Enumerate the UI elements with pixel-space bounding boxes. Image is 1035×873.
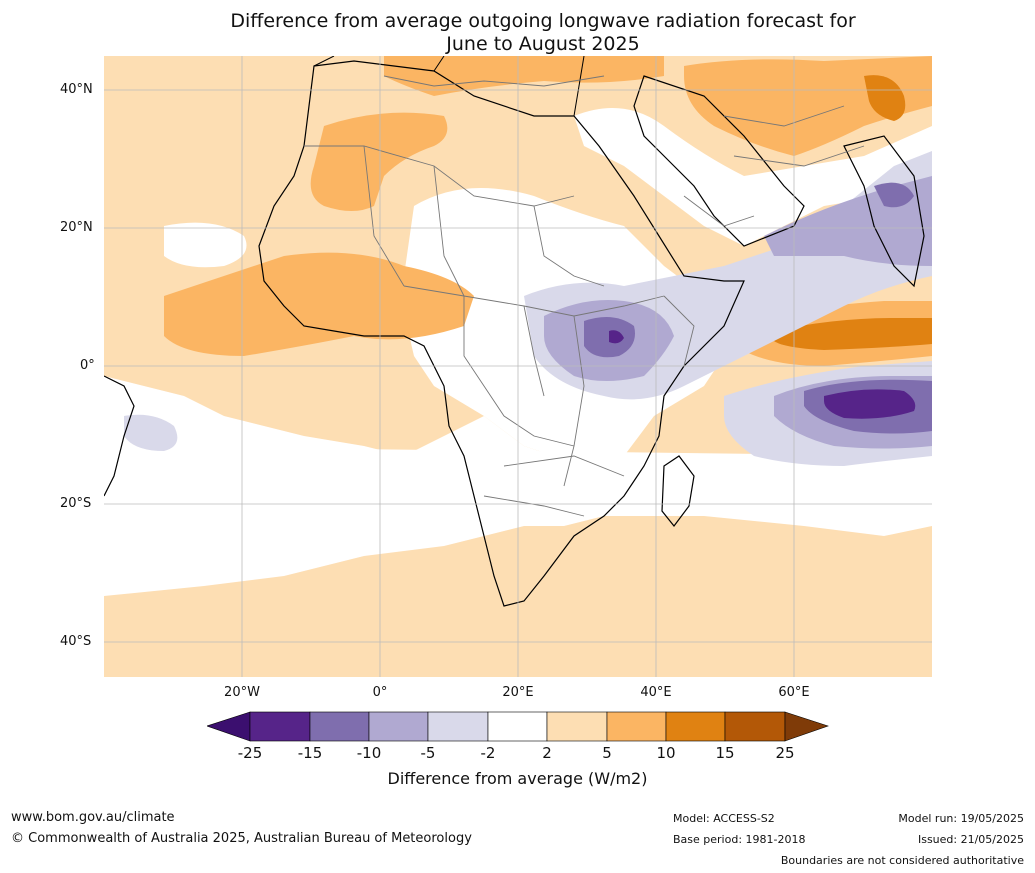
country-boundaries xyxy=(304,75,865,517)
colorbar-tick: 5 xyxy=(602,744,612,762)
shade-10-to-15-indian-ocean xyxy=(774,318,932,350)
colorbar-tick: -25 xyxy=(237,744,263,762)
colorbar-tick: 2 xyxy=(542,744,552,762)
shade-10-to-15-caspian xyxy=(864,75,906,121)
south-america-coastline xyxy=(104,375,135,497)
colorbar-tick: 10 xyxy=(656,744,676,762)
colorbar-tick: 25 xyxy=(775,744,795,762)
disclaimer-text: Boundaries are not considered authoritat… xyxy=(780,854,1024,867)
colorbar-arrow-high xyxy=(784,711,829,742)
colorbar-segment xyxy=(309,711,370,742)
neutral-west-atlantic-patch xyxy=(164,222,247,268)
colorbar-segment xyxy=(368,711,429,742)
lon-label-40e: 40°E xyxy=(640,685,672,700)
colorbar-segment xyxy=(249,711,311,742)
africa-coastline xyxy=(258,60,745,607)
colorbar-tick: -15 xyxy=(297,744,323,762)
model-run-text: Model run: 19/05/2025 xyxy=(898,812,1024,825)
olr-anomaly-map xyxy=(104,56,932,677)
lat-label-40s: 40°S xyxy=(60,634,92,649)
model-text: Model: ACCESS-S2 xyxy=(673,812,775,825)
colorbar-label: Difference from average (W/m2) xyxy=(387,769,648,788)
lon-label-60e: 60°E xyxy=(778,685,810,700)
colorbar-segment xyxy=(546,711,608,742)
colorbar-segment xyxy=(606,711,667,742)
india-coastline xyxy=(843,135,925,288)
lat-label-20n: 20°N xyxy=(60,220,93,235)
lon-label-20e: 20°E xyxy=(502,685,534,700)
title-line-1: Difference from average outgoing longwav… xyxy=(230,10,856,32)
lon-label-20w: 20°W xyxy=(224,685,260,700)
colorbar-segment xyxy=(487,711,548,742)
colorbar-segment xyxy=(665,711,726,742)
colorbar-segment xyxy=(724,711,786,742)
shade-minus15-to-minus10-india xyxy=(874,182,914,208)
graticule xyxy=(104,56,932,677)
title-line-2: June to August 2025 xyxy=(446,33,640,55)
arabia-coastline xyxy=(633,75,805,247)
colorbar-tick: -10 xyxy=(356,744,382,762)
lon-label-0: 0° xyxy=(372,685,388,700)
shade-minus25-to-minus15-southern-indian xyxy=(824,389,916,419)
map-title: Difference from average outgoing longwav… xyxy=(0,10,1035,56)
colorbar-arrow-low xyxy=(207,711,251,742)
shade-minus5-to-minus2-atlantic xyxy=(124,414,178,451)
madagascar-coastline xyxy=(661,455,695,527)
base-period-text: Base period: 1981-2018 xyxy=(673,833,806,846)
colorbar-tick: 15 xyxy=(715,744,735,762)
lat-label-40n: 40°N xyxy=(60,82,93,97)
shade-5-to-10-north-africa xyxy=(310,112,448,211)
colorbar-segment xyxy=(427,711,489,742)
issued-text: Issued: 21/05/2025 xyxy=(917,833,1024,846)
shade-5-to-10-mediterranean xyxy=(384,56,664,96)
lat-label-equator: 0° xyxy=(80,358,95,373)
colorbar-tick: -5 xyxy=(420,744,436,762)
colorbar-tick: -2 xyxy=(480,744,496,762)
neutral-middle-east xyxy=(574,108,932,246)
colorbar xyxy=(207,711,829,742)
shade-minus25-to-minus15-lake-region xyxy=(609,330,624,344)
lat-label-20s: 20°S xyxy=(60,496,92,511)
copyright-text: © Commonwealth of Australia 2025, Austra… xyxy=(11,831,472,846)
europe-coastline xyxy=(313,56,585,117)
website-text: www.bom.gov.au/climate xyxy=(11,810,175,825)
shade-5-to-10-west-africa xyxy=(164,252,474,356)
